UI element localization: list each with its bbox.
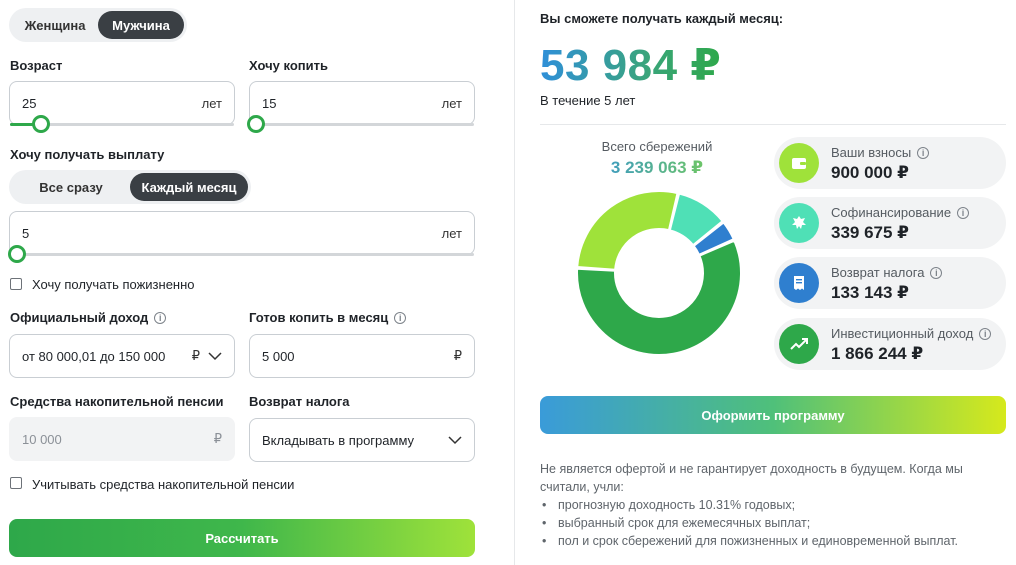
payout-toggle: Все сразу Каждый месяц	[9, 170, 251, 204]
age-slider-fill	[10, 123, 40, 126]
payout-years-value: 5	[22, 225, 30, 241]
monthly-label-text: Готов копить в месяц	[249, 310, 389, 325]
breakdown-value: 339 675 ₽	[831, 223, 910, 242]
savings-donut-chart	[576, 190, 742, 356]
age-label: Возраст	[10, 58, 63, 73]
breakdown-title: Ваши взносы i	[831, 145, 930, 160]
donut-slice-1	[576, 190, 679, 271]
breakdown-title-text: Ваши взносы	[831, 145, 912, 160]
info-icon[interactable]: i	[930, 267, 943, 279]
breakdown-title: Инвестиционный доход i	[831, 326, 992, 341]
receipt-icon	[779, 263, 819, 303]
donut-slice-4	[576, 239, 742, 356]
total-savings-value: 3 239 063 ₽	[577, 158, 737, 178]
lifetime-checkbox-label: Хочу получать пожизненно	[32, 277, 195, 292]
payout-years-unit: лет	[441, 225, 462, 241]
disclaimer-item: выбранный срок для ежемесячных выплат;	[540, 514, 1000, 532]
info-icon[interactable]: i	[394, 312, 407, 324]
tax-return-select[interactable]: Вкладывать в программу	[249, 418, 475, 462]
age-slider-handle[interactable]	[32, 115, 50, 133]
gender-toggle: Женщина Мужчина	[9, 8, 187, 42]
income-value: от 80 000,01 до 150 000	[22, 348, 166, 364]
column-divider	[514, 0, 515, 565]
age-slider-track[interactable]	[10, 123, 234, 126]
info-icon[interactable]: i	[979, 328, 992, 340]
monthly-label: Готов копить в месяц i	[249, 310, 407, 325]
apply-program-button[interactable]: Оформить программу	[540, 396, 1006, 434]
monthly-unit: ₽	[453, 348, 462, 363]
payout-slider-track[interactable]	[10, 253, 474, 256]
save-years-unit: лет	[441, 95, 462, 111]
use-pension-checkbox-label: Учитывать средства накопительной пенсии	[32, 477, 295, 492]
breakdown-card: Инвестиционный доход i 1 866 244 ₽	[774, 318, 1006, 370]
payout-lump-sum-option[interactable]: Все сразу	[39, 179, 103, 195]
pension-funds-unit: ₽	[213, 431, 222, 446]
save-years-value: 15	[262, 95, 277, 111]
emblem-icon	[779, 203, 819, 243]
breakdown-title: Возврат налога i	[831, 265, 943, 280]
age-value: 25	[22, 95, 37, 111]
save-years-input[interactable]: 15 лет	[249, 81, 475, 125]
pension-funds-value: 10 000	[22, 431, 62, 447]
breakdown-title-text: Софинансирование	[831, 205, 952, 220]
income-label: Официальный доход i	[10, 310, 167, 325]
calculate-button[interactable]: Рассчитать	[9, 519, 475, 557]
info-icon[interactable]: i	[957, 207, 970, 219]
gender-male-option[interactable]: Мужчина	[98, 11, 184, 39]
age-unit: лет	[201, 95, 222, 111]
payout-monthly-option[interactable]: Каждый месяц	[130, 173, 248, 201]
breakdown-value: 133 143 ₽	[831, 283, 910, 302]
result-heading: Вы сможете получать каждый месяц:	[540, 11, 784, 26]
income-select[interactable]: от 80 000,01 до 150 000 ₽	[9, 334, 235, 378]
wallet-icon	[779, 143, 819, 183]
donut-slice-2	[668, 192, 724, 247]
result-divider	[540, 124, 1006, 125]
monthly-value: 5 000	[262, 348, 295, 364]
disclaimer-list: прогнозную доходность 10.31% годовых; вы…	[540, 496, 1000, 550]
gender-female-option[interactable]: Женщина	[24, 17, 86, 33]
breakdown-value: 1 866 244 ₽	[831, 344, 924, 363]
breakdown-title: Софинансирование i	[831, 205, 970, 220]
save-years-slider-track[interactable]	[250, 123, 474, 126]
income-label-text: Официальный доход	[10, 310, 149, 325]
disclaimer-text: Не является офертой и не гарантирует дох…	[540, 462, 963, 494]
payout-label: Хочу получать выплату	[10, 147, 165, 162]
save-years-slider-handle[interactable]	[247, 115, 265, 133]
breakdown-title-text: Инвестиционный доход	[831, 326, 974, 341]
tax-return-value: Вкладывать в программу	[262, 432, 415, 448]
payout-slider-handle[interactable]	[8, 245, 26, 263]
breakdown-title-text: Возврат налога	[831, 265, 925, 280]
tax-return-label: Возврат налога	[249, 394, 350, 409]
use-pension-checkbox[interactable]	[10, 477, 22, 489]
breakdown-value: 900 000 ₽	[831, 163, 910, 182]
pension-funds-label: Средства накопительной пенсии	[10, 394, 224, 409]
result-amount: 53 984 ₽	[540, 41, 722, 90]
breakdown-card: Ваши взносы i 900 000 ₽	[774, 137, 1006, 189]
disclaimer-item: прогнозную доходность 10.31% годовых;	[540, 496, 1000, 514]
pension-funds-input: 10 000 ₽	[9, 417, 235, 461]
save-years-label: Хочу копить	[249, 58, 328, 73]
income-unit: ₽	[191, 348, 200, 363]
disclaimer-item: пол и срок сбережений для пожизненных и …	[540, 532, 1000, 550]
disclaimer: Не является офертой и не гарантирует дох…	[540, 460, 1000, 550]
result-period: В течение 5 лет	[540, 93, 636, 108]
lifetime-checkbox[interactable]	[10, 278, 22, 290]
breakdown-card: Софинансирование i 339 675 ₽	[774, 197, 1006, 249]
breakdown-card: Возврат налога i 133 143 ₽	[774, 257, 1006, 309]
info-icon[interactable]: i	[917, 147, 930, 159]
chevron-down-icon	[208, 351, 222, 360]
monthly-input[interactable]: 5 000 ₽	[249, 334, 475, 378]
trend-up-icon	[779, 324, 819, 364]
info-icon[interactable]: i	[154, 312, 167, 324]
total-savings-label: Всего сбережений	[601, 139, 713, 154]
payout-years-input[interactable]: 5 лет	[9, 211, 475, 255]
chevron-down-icon	[448, 435, 462, 444]
